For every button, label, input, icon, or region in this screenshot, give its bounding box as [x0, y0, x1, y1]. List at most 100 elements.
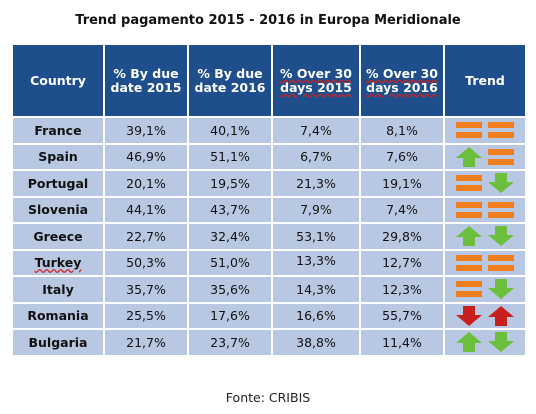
cell-value: 7,9% [300, 202, 332, 218]
cell-by-due-2016: 19,5% [189, 171, 271, 196]
flat-bars-icon [488, 254, 514, 271]
country-name: Romania [27, 308, 89, 324]
cell-value: 40,1% [210, 122, 250, 138]
cell-over30-2016: 55,7% [361, 303, 443, 328]
cell-value: 7,4% [386, 202, 418, 218]
cell-by-due-2016: 23,7% [189, 330, 271, 355]
arrow-up-green-icon [456, 146, 482, 167]
payment-trend-table: Country % By due date 2015 % By due date… [11, 43, 527, 357]
cell-by-due-2016: 35,6% [189, 277, 271, 302]
trend-icons [445, 252, 525, 274]
cell-value: 11,4% [382, 334, 422, 350]
cell-by-due-2016: 32,4% [189, 224, 271, 249]
cell-over30-2016: 19,1% [361, 171, 443, 196]
cell-value: 50,3% [126, 255, 166, 271]
cell-trend [445, 224, 525, 249]
flat-bars-icon [488, 201, 514, 218]
header-over30-2016-label: % Over 30 days 2016 [365, 65, 439, 95]
cell-trend [445, 330, 525, 355]
cell-value: 46,9% [126, 149, 166, 165]
cell-country: Bulgaria [13, 330, 103, 355]
trend-icons [445, 305, 525, 327]
country-name: Bulgaria [28, 334, 88, 350]
cell-over30-2016: 12,3% [361, 277, 443, 302]
flat-bars-icon [456, 201, 482, 218]
cell-trend [445, 197, 525, 222]
cell-value: 6,7% [300, 149, 332, 165]
trend-icons [445, 199, 525, 221]
cell-over30-2015: 53,1% [273, 224, 359, 249]
cell-value: 35,7% [126, 281, 166, 297]
cell-value: 39,1% [126, 122, 166, 138]
table-row: Italy 35,7% 35,6% 14,3% 12,3% [13, 277, 525, 302]
cell-by-due-2015: 25,5% [105, 303, 187, 328]
cell-value: 35,6% [210, 281, 250, 297]
trend-icons [445, 146, 525, 168]
arrow-down-green-icon [488, 173, 514, 194]
cell-value: 51,1% [210, 149, 250, 165]
source-note: Fonte: CRIBIS [225, 390, 311, 405]
cell-value: 32,4% [210, 228, 250, 244]
cell-value: 16,6% [296, 308, 336, 324]
cell-by-due-2015: 20,1% [105, 171, 187, 196]
table-row: Portugal 20,1% 19,5% 21,3% 19,1% [13, 171, 525, 196]
table-row: Romania 25,5% 17,6% 16,6% 55,7% [13, 303, 525, 328]
cell-value: 17,6% [210, 308, 250, 324]
table-row: Greece 22,7% 32,4% 53,1% 29,8% [13, 224, 525, 249]
cell-over30-2015: 7,4% [273, 118, 359, 143]
table-row: Slovenia 44,1% 43,7% 7,9% 7,4% [13, 197, 525, 222]
cell-value: 19,1% [382, 175, 422, 191]
cell-trend [445, 118, 525, 143]
cell-country: Slovenia [13, 197, 103, 222]
arrow-down-green-icon [488, 226, 514, 247]
trend-icons [445, 225, 525, 247]
cell-value: 8,1% [386, 122, 418, 138]
table-row: France 39,1% 40,1% 7,4% 8,1% [13, 118, 525, 143]
flat-bars-icon [456, 175, 482, 192]
table-row: Spain 46,9% 51,1% 6,7% 7,6% [13, 144, 525, 169]
country-name: Greece [33, 228, 83, 244]
cell-by-due-2016: 17,6% [189, 303, 271, 328]
trend-icons [445, 172, 525, 194]
cell-over30-2015: 14,3% [273, 277, 359, 302]
cell-by-due-2015: 21,7% [105, 330, 187, 355]
page-title: Trend pagamento 2015 - 2016 in Europa Me… [75, 13, 461, 28]
cell-over30-2016: 29,8% [361, 224, 443, 249]
cell-trend [445, 277, 525, 302]
cell-value: 12,3% [382, 281, 422, 297]
arrow-down-green-icon [488, 279, 514, 300]
table-header-row: Country % By due date 2015 % By due date… [13, 45, 525, 116]
country-name: France [34, 122, 82, 138]
trend-icons [445, 119, 525, 141]
country-name: Spain [38, 149, 78, 165]
cell-value: 22,7% [126, 228, 166, 244]
cell-over30-2016: 8,1% [361, 118, 443, 143]
cell-country: France [13, 118, 103, 143]
cell-country: Romania [13, 303, 103, 328]
cell-country: Italy [13, 277, 103, 302]
country-name: Slovenia [27, 202, 89, 218]
cell-value: 14,3% [296, 281, 336, 297]
cell-over30-2015: 38,8% [273, 330, 359, 355]
country-name: Italy [42, 281, 74, 297]
cell-over30-2016: 12,7% [361, 250, 443, 275]
arrow-up-red-icon [488, 305, 514, 326]
flat-bars-icon [488, 148, 514, 165]
header-by-due-2015: % By due date 2015 [105, 45, 187, 116]
cell-value: 38,8% [296, 334, 336, 350]
arrow-down-red-icon [456, 305, 482, 326]
country-name: Turkey [34, 255, 82, 271]
trend-icons [445, 331, 525, 353]
cell-value: 19,5% [210, 175, 250, 191]
flat-bars-icon [488, 122, 514, 139]
flat-bars-icon [456, 122, 482, 139]
trend-icons [445, 278, 525, 300]
cell-value: 7,6% [386, 149, 418, 165]
cell-by-due-2016: 51,1% [189, 144, 271, 169]
cell-over30-2016: 7,6% [361, 144, 443, 169]
cell-by-due-2016: 40,1% [189, 118, 271, 143]
cell-over30-2016: 11,4% [361, 330, 443, 355]
cell-value: 25,5% [126, 308, 166, 324]
cell-value: 51,0% [210, 255, 250, 271]
cell-value: 55,7% [382, 308, 422, 324]
